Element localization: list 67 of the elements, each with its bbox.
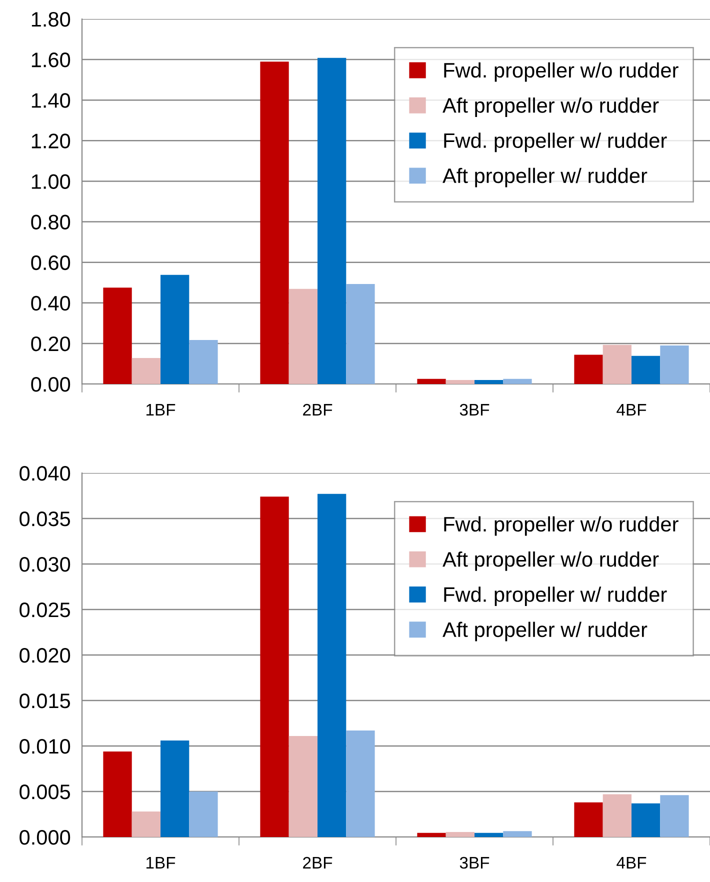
y-tick-label: 0.020 <box>20 648 70 663</box>
y-tick-label: 1.00 <box>32 174 70 189</box>
bar <box>318 58 346 384</box>
y-tick-label: 0.60 <box>31 255 70 270</box>
bar <box>602 344 632 384</box>
y-tick-label: 0.80 <box>31 214 70 230</box>
legend-label: Fwd. propeller w/ rudder <box>444 132 667 152</box>
bar <box>103 288 132 384</box>
legend-label: Fwd. propeller w/ rudder <box>444 586 667 606</box>
bar <box>189 792 218 837</box>
bar <box>160 274 190 384</box>
legend-label: Aft propeller w/ rudder <box>442 168 648 188</box>
bar <box>602 794 632 837</box>
legend-label: Fwd. propeller w/o rudder <box>444 516 678 536</box>
x-tick-label: 4BF <box>616 857 646 869</box>
bar <box>574 354 603 384</box>
bar <box>417 832 446 837</box>
bar <box>260 62 289 384</box>
bar <box>160 740 190 837</box>
y-tick-label: 0.40 <box>31 296 70 311</box>
bar <box>474 380 504 384</box>
y-tick-label: 1.20 <box>32 134 70 148</box>
y-tick-label: 0.005 <box>20 784 70 800</box>
bar <box>632 803 660 837</box>
bar <box>103 751 132 837</box>
y-tick-label: 0.015 <box>20 694 70 708</box>
y-tick-label: 1.40 <box>32 93 70 108</box>
x-tick-label: 4BF <box>616 404 646 416</box>
bar <box>574 802 603 837</box>
x-tick-label: 2BF <box>303 404 332 416</box>
x-tick-label: 1BF <box>146 857 176 869</box>
bar <box>260 496 289 837</box>
y-tick-label: 0.00 <box>31 377 70 392</box>
bar <box>503 378 532 384</box>
legend-label: Aft propeller w/o rudder <box>442 98 659 117</box>
bar <box>346 284 375 384</box>
x-tick-label: 3BF <box>460 856 490 869</box>
bar <box>132 812 160 837</box>
bar <box>318 494 346 837</box>
y-tick-label: 0.025 <box>20 602 70 618</box>
y-tick-label: 1.80 <box>32 12 70 27</box>
legend-label: Fwd. propeller w/o rudder <box>444 62 678 82</box>
legend-label: Aft propeller w/ rudder <box>442 622 648 642</box>
x-tick-label: 2BF <box>303 856 332 869</box>
bar <box>660 345 689 384</box>
y-tick-label: 0.035 <box>20 512 70 526</box>
y-tick-label: 1.60 <box>32 52 70 68</box>
bar <box>446 832 474 837</box>
bar <box>346 730 375 837</box>
y-tick-label: 0.20 <box>31 336 70 352</box>
bar <box>503 831 532 837</box>
bar <box>189 340 218 384</box>
bar <box>288 288 318 384</box>
y-tick-label: 0.000 <box>20 830 70 845</box>
bar <box>132 358 160 384</box>
x-tick-label: 1BF <box>146 404 176 416</box>
x-tick-label: 3BF <box>460 404 490 416</box>
y-tick-label: 0.040 <box>20 466 70 481</box>
bar <box>417 378 446 384</box>
bar <box>288 736 318 837</box>
bar <box>446 380 474 384</box>
bar <box>632 356 660 384</box>
y-tick-label: 0.030 <box>20 557 70 572</box>
y-tick-label: 0.010 <box>20 739 70 754</box>
bar <box>474 832 504 837</box>
bar <box>660 795 689 837</box>
legend-label: Aft propeller w/o rudder <box>442 551 659 571</box>
